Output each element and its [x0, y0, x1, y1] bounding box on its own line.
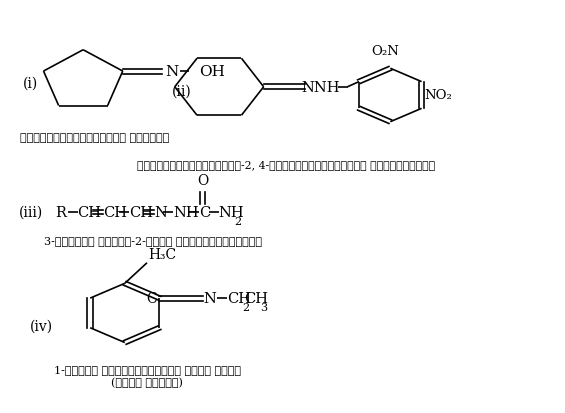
Text: C: C [146, 292, 157, 305]
Text: 3: 3 [260, 302, 267, 312]
Text: NNH: NNH [302, 81, 340, 95]
Text: 1-फेनिल एसीटेलिडहाइड एथिल एमीन: 1-फेनिल एसीटेलिडहाइड एथिल एमीन [54, 364, 241, 375]
Text: N: N [165, 65, 179, 79]
Text: N: N [154, 206, 167, 220]
Text: 2: 2 [242, 302, 249, 312]
Text: 3-एल्किल प्रोप-2-ईनैल सेमीकार्बेजोन: 3-एल्किल प्रोप-2-ईनैल सेमीकार्बेजोन [44, 235, 262, 245]
Text: CH: CH [227, 292, 251, 305]
Text: (i): (i) [23, 76, 38, 90]
Text: CH: CH [129, 206, 153, 220]
Text: CH: CH [103, 206, 127, 220]
Text: NH: NH [219, 206, 244, 220]
Text: CH: CH [245, 292, 268, 305]
Text: CH: CH [77, 206, 102, 220]
Text: C: C [199, 206, 210, 220]
Text: N: N [203, 292, 216, 305]
Text: NH: NH [173, 206, 199, 220]
Text: (ii): (ii) [172, 85, 192, 99]
Text: साइक्लोहेक्सेनोन-2, 4-डाइनाइठ्रोफेनिल हाइड्रेजोन: साइक्लोहेक्सेनोन-2, 4-डाइनाइठ्रोफेनिल हा… [137, 159, 435, 169]
Text: O₂N: O₂N [371, 45, 399, 57]
Text: R: R [55, 206, 66, 220]
Text: H₃C: H₃C [148, 247, 176, 261]
Text: साइक्लोपेन्टेनोन ओक्सिम: साइक्लोपेन्टेनोन ओक्सिम [20, 133, 169, 142]
Text: (iii): (iii) [19, 206, 44, 220]
Text: NO₂: NO₂ [424, 89, 452, 102]
Text: (शिफ़ क्षार): (शिफ़ क्षार) [111, 377, 183, 387]
Text: (iv): (iv) [31, 318, 54, 332]
Text: 2: 2 [234, 217, 241, 227]
Text: OH: OH [199, 65, 225, 79]
Text: O: O [197, 173, 208, 187]
